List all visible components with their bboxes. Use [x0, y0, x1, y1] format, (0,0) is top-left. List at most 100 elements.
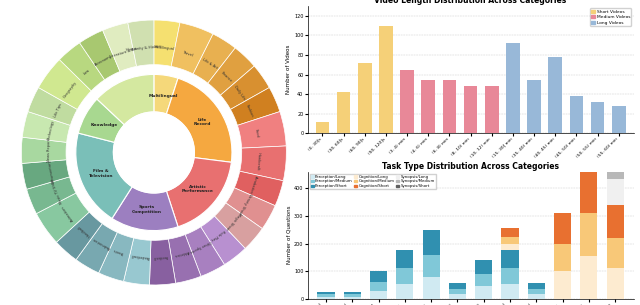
- Bar: [337, 92, 351, 133]
- Bar: [554, 244, 571, 271]
- Text: Role Play: Role Play: [211, 228, 226, 242]
- Bar: [475, 286, 492, 299]
- Text: Football: Football: [154, 254, 168, 259]
- Legend: Perception/Long, Perception/Medium, Perception/Short, Cognition/Long, Cognition/: Perception/Long, Perception/Medium, Perc…: [310, 174, 436, 189]
- Bar: [464, 86, 477, 133]
- Bar: [607, 178, 624, 205]
- Bar: [607, 238, 624, 268]
- Bar: [607, 205, 624, 238]
- Wedge shape: [22, 160, 70, 189]
- Text: Astronomy: Astronomy: [95, 54, 114, 67]
- Y-axis label: Number of Questions: Number of Questions: [286, 206, 291, 264]
- Bar: [396, 268, 413, 284]
- Bar: [612, 106, 626, 133]
- Text: Multilingual: Multilingual: [154, 45, 175, 52]
- Bar: [528, 294, 545, 299]
- Text: Sports
Competition: Sports Competition: [132, 205, 162, 213]
- Wedge shape: [79, 30, 120, 80]
- Text: Handball: Handball: [77, 224, 92, 238]
- Bar: [528, 283, 545, 289]
- Text: Film &
Television: Film & Television: [88, 169, 113, 178]
- Bar: [502, 228, 518, 237]
- Bar: [449, 289, 466, 294]
- Wedge shape: [60, 43, 104, 91]
- Title: Video Length Distribution Across Categories: Video Length Distribution Across Categor…: [374, 0, 566, 5]
- Wedge shape: [78, 99, 124, 142]
- Wedge shape: [208, 48, 254, 95]
- Bar: [316, 122, 329, 133]
- Bar: [449, 294, 466, 299]
- Wedge shape: [240, 146, 286, 181]
- Y-axis label: Number of Videos: Number of Videos: [286, 45, 291, 95]
- Bar: [607, 123, 624, 152]
- Bar: [379, 26, 393, 133]
- Wedge shape: [22, 112, 70, 142]
- Wedge shape: [76, 133, 132, 218]
- Wedge shape: [150, 239, 176, 285]
- Wedge shape: [168, 235, 201, 283]
- Wedge shape: [27, 177, 76, 213]
- Text: Tennis: Tennis: [114, 248, 126, 255]
- Bar: [502, 284, 518, 299]
- Bar: [344, 297, 361, 299]
- Text: Life
Record: Life Record: [193, 117, 211, 126]
- Bar: [580, 167, 598, 213]
- Wedge shape: [185, 227, 225, 276]
- Text: Basketball: Basketball: [131, 253, 150, 259]
- Text: Artistic
Performance: Artistic Performance: [182, 185, 214, 193]
- Text: Humanity & History: Humanity & History: [125, 45, 161, 52]
- Text: Life & Art: Life & Art: [202, 58, 218, 70]
- Wedge shape: [193, 34, 236, 83]
- Text: Geography: Geography: [63, 80, 78, 99]
- Bar: [607, 152, 624, 178]
- Wedge shape: [21, 137, 67, 163]
- Wedge shape: [237, 112, 286, 148]
- Text: Documentary: Documentary: [47, 159, 55, 184]
- Text: Knowledge: Knowledge: [90, 123, 117, 127]
- Bar: [527, 80, 541, 133]
- Bar: [396, 250, 413, 268]
- Bar: [554, 213, 571, 244]
- Bar: [370, 271, 387, 282]
- Title: Task Type Distribution Across Categories: Task Type Distribution Across Categories: [382, 162, 559, 171]
- Bar: [449, 283, 466, 289]
- Bar: [400, 70, 414, 133]
- Wedge shape: [171, 23, 213, 74]
- Text: Magic Show: Magic Show: [225, 211, 242, 230]
- Wedge shape: [154, 74, 178, 114]
- Bar: [528, 289, 545, 294]
- Wedge shape: [97, 74, 154, 125]
- Text: Food: Food: [254, 129, 259, 138]
- Wedge shape: [102, 23, 136, 71]
- Wedge shape: [230, 88, 280, 125]
- Bar: [317, 292, 335, 294]
- Bar: [485, 86, 499, 133]
- Wedge shape: [214, 203, 262, 249]
- Bar: [570, 96, 583, 133]
- Bar: [607, 268, 624, 299]
- Bar: [548, 57, 562, 133]
- Wedge shape: [226, 188, 275, 228]
- Bar: [370, 291, 387, 299]
- Text: Hawkcraft: Hawkcraft: [255, 152, 261, 170]
- Bar: [344, 292, 361, 294]
- Wedge shape: [220, 66, 269, 109]
- Bar: [591, 102, 605, 133]
- Bar: [554, 271, 571, 299]
- Wedge shape: [36, 193, 89, 242]
- Bar: [344, 294, 361, 297]
- Text: Multilingual: Multilingual: [148, 94, 177, 98]
- Bar: [506, 43, 520, 133]
- Wedge shape: [201, 216, 245, 264]
- Wedge shape: [56, 212, 102, 260]
- Wedge shape: [154, 20, 180, 66]
- Text: Badminton: Badminton: [92, 236, 111, 249]
- Bar: [502, 250, 518, 268]
- Bar: [422, 230, 440, 255]
- Bar: [502, 244, 518, 250]
- Bar: [358, 63, 372, 133]
- Bar: [317, 294, 335, 297]
- Text: Literature & Art: Literature & Art: [109, 46, 138, 59]
- Bar: [370, 282, 387, 291]
- Wedge shape: [99, 232, 134, 282]
